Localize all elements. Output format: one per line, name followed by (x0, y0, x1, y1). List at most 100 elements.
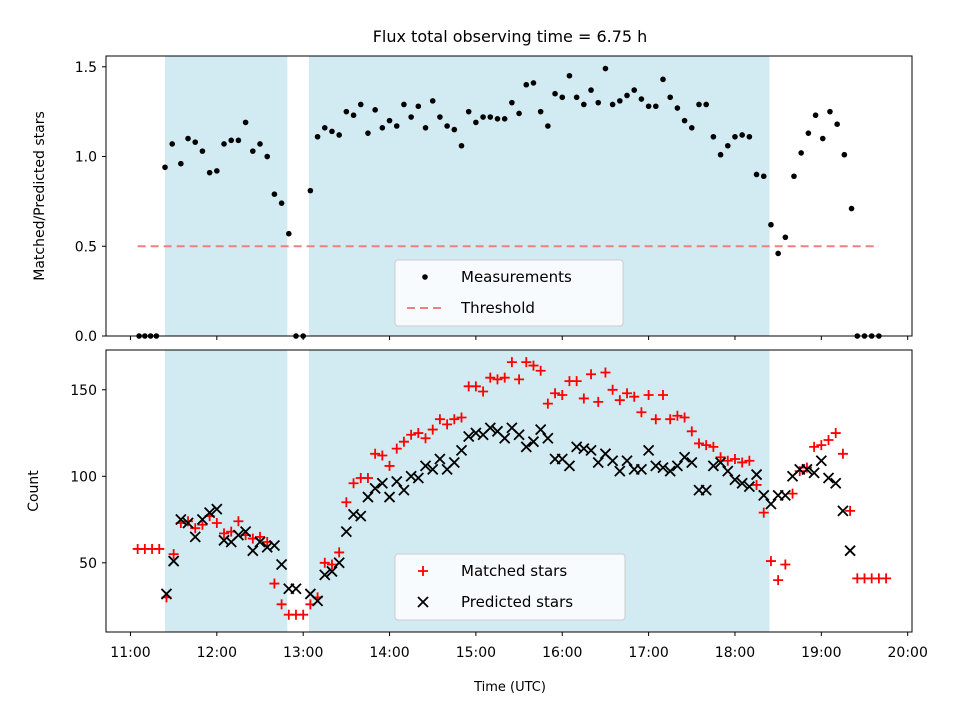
measurement-point (473, 119, 479, 126)
predicted-star-point (239, 526, 252, 538)
matched-star-point (420, 433, 431, 444)
x-tick-label: 14:00 (369, 645, 409, 661)
matched-star-point (787, 488, 798, 499)
measurement-point (285, 230, 292, 237)
matched-star-point (298, 609, 309, 620)
predicted-star-point (535, 423, 547, 436)
matched-star-point (729, 453, 740, 464)
matched-star-point (427, 424, 438, 435)
legend-predicted-marker (417, 596, 429, 608)
measurement-point (465, 108, 472, 115)
predicted-star-point (160, 588, 173, 600)
matched-star-point (514, 374, 525, 385)
measurement-point (329, 128, 335, 135)
observing-window-band (165, 56, 288, 336)
y-tick-label: 0.5 (75, 239, 97, 255)
measurement-point (437, 114, 443, 120)
legend-measurements-label: Measurements (461, 268, 572, 286)
measurement-point (501, 116, 508, 122)
matched-star-point (326, 559, 337, 570)
measurement-point (805, 130, 812, 136)
matched-star-point (370, 448, 381, 459)
matched-star-point (391, 443, 402, 454)
measurement-point (848, 205, 855, 212)
measurement-point (746, 133, 753, 140)
x-tick-label: 11:00 (110, 645, 150, 661)
matched-star-point (449, 414, 460, 425)
legend-measurements-marker (422, 274, 428, 280)
predicted-star-point (268, 539, 281, 552)
measurement-point (228, 137, 235, 144)
x-tick-label: 16:00 (542, 645, 582, 661)
predicted-star-point (463, 430, 475, 443)
measurement-point (609, 101, 616, 108)
measurement-point (235, 137, 242, 144)
predicted-star-point (419, 460, 432, 472)
matched-star-point (809, 441, 820, 452)
matched-star-point (362, 473, 373, 484)
matched-star-point (190, 523, 201, 534)
matched-star-point (737, 457, 748, 468)
x-tick-label: 15:00 (456, 645, 496, 661)
measurement-point (703, 101, 709, 108)
measurement-point (834, 121, 840, 128)
predicted-star-point (678, 451, 691, 463)
matched-star-point (593, 396, 604, 407)
measurement-point (257, 141, 263, 147)
ratio-panel: 0.0 0.5 1.0 1.5 Matched/Predicted stars Measu… (32, 55, 913, 345)
matched-star-point (219, 528, 230, 539)
measurement-point (717, 151, 724, 158)
measurement-point (357, 101, 364, 108)
predicted-star-point (657, 462, 669, 474)
matched-star-point (276, 599, 287, 610)
measurement-point (307, 187, 314, 194)
measurement-point (365, 130, 371, 136)
measurement-point (732, 133, 738, 140)
measurement-point (768, 221, 774, 228)
x-tick-label: 12:00 (197, 645, 237, 661)
matched-star-point (816, 440, 827, 451)
measurement-point (509, 99, 515, 106)
predicted-star-point (585, 444, 597, 456)
predicted-star-point (484, 422, 496, 434)
legend: Matched stars Predicted stars (394, 553, 626, 621)
measurement-point (321, 124, 328, 131)
predicted-star-point (398, 484, 410, 496)
predicted-star-point (247, 545, 259, 557)
y-tick-label: 150 (70, 383, 97, 399)
predicted-star-point (232, 529, 245, 541)
predicted-star-point (412, 472, 424, 484)
measurement-point (494, 116, 501, 122)
measurement-point (401, 101, 407, 108)
predicted-star-point (592, 456, 604, 469)
x-tick-label: 13:00 (283, 645, 323, 661)
predicted-star-point (606, 455, 619, 467)
matched-star-point (600, 367, 611, 378)
matched-star-point (442, 419, 453, 430)
measurement-point (523, 81, 530, 88)
measurement-point (530, 80, 537, 86)
measurement-point (782, 234, 789, 241)
matched-star-point (319, 557, 330, 568)
y-tick-label: 1.0 (75, 150, 97, 166)
x-tick-label: 20:00 (888, 645, 928, 661)
predicted-star-point (455, 444, 468, 456)
predicted-star-point (714, 456, 727, 469)
measurement-point (710, 133, 717, 140)
measurement-point (724, 142, 731, 149)
y-tick-label: 1.5 (75, 60, 97, 76)
legend-matched-label: Matched stars (461, 562, 567, 580)
predicted-star-point (542, 432, 554, 444)
measurement-point (516, 110, 522, 117)
matched-star-point (406, 429, 417, 440)
predicted-star-point (211, 503, 223, 515)
matched-star-point (744, 455, 755, 466)
measurement-point (480, 114, 486, 120)
measurement-point (566, 72, 573, 79)
predicted-star-point (815, 455, 827, 467)
measurement-point (588, 87, 594, 93)
predicted-star-point (513, 429, 525, 441)
measurement-point (206, 169, 213, 176)
measurement-point (827, 108, 833, 115)
